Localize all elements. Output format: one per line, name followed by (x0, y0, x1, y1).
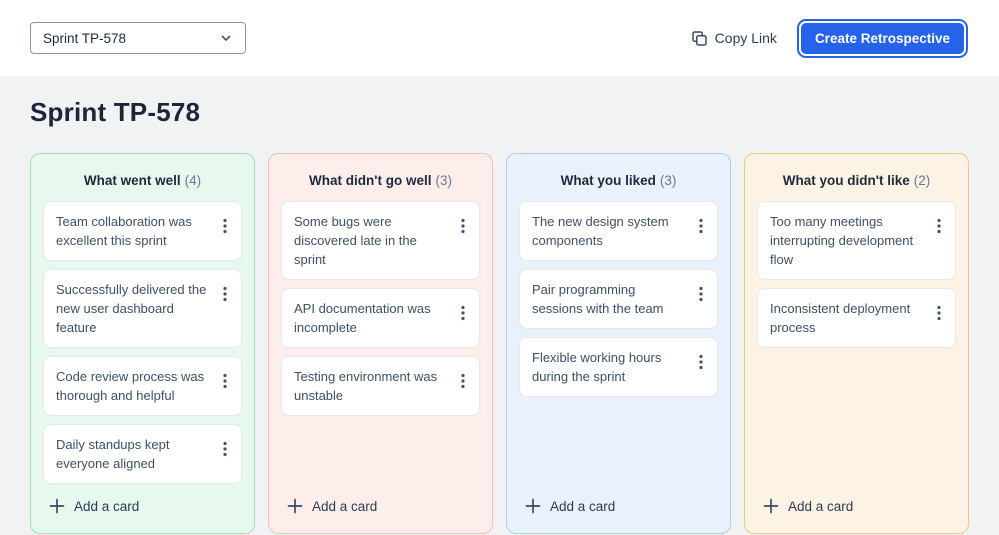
retro-card[interactable]: Too many meetings interrupting developme… (757, 201, 956, 280)
retro-card-text: Some bugs were discovered late in the sp… (294, 214, 417, 267)
retro-card[interactable]: The new design system components (519, 201, 718, 261)
add-card-button[interactable]: Add a card (519, 484, 619, 521)
column-count: (4) (184, 173, 202, 188)
topbar: Sprint TP-578 Copy Link Create Retrospec… (0, 0, 999, 76)
sprint-selector-value: Sprint TP-578 (43, 30, 127, 46)
board-column: What didn't go well (3) Some bugs were di… (268, 153, 493, 534)
create-retrospective-button[interactable]: Create Retrospective (800, 22, 964, 54)
card-menu-button[interactable] (217, 369, 233, 393)
column-header: What you didn't like (2) (757, 166, 956, 201)
kebab-menu-icon (461, 305, 465, 321)
retro-card-text: Pair programming sessions with the team (532, 282, 664, 316)
plus-icon (287, 498, 303, 514)
retro-card[interactable]: API documentation was incomplete (281, 288, 480, 348)
plus-icon (763, 498, 779, 514)
retro-card-text: Flexible working hours during the sprint (532, 350, 662, 384)
card-list: Too many meetings interrupting developme… (757, 201, 956, 348)
retro-card[interactable]: Some bugs were discovered late in the sp… (281, 201, 480, 280)
retro-card-text: Too many meetings interrupting developme… (770, 214, 914, 267)
card-menu-button[interactable] (931, 301, 947, 325)
card-menu-button[interactable] (693, 214, 709, 238)
add-card-button[interactable]: Add a card (281, 484, 381, 521)
retro-card-text: API documentation was incomplete (294, 301, 431, 335)
column-header: What didn't go well (3) (281, 166, 480, 201)
plus-icon (49, 498, 65, 514)
card-menu-button[interactable] (931, 214, 947, 238)
column-count: (2) (913, 173, 931, 188)
kebab-menu-icon (937, 218, 941, 234)
retro-card-text: Daily standups kept everyone aligned (56, 437, 170, 471)
card-menu-button[interactable] (217, 214, 233, 238)
card-list: The new design system components Pair pr… (519, 201, 718, 397)
column-count: (3) (659, 173, 677, 188)
retro-card-text: The new design system components (532, 214, 669, 248)
column-title: What you liked (560, 173, 656, 188)
retro-card[interactable]: Inconsistent deployment process (757, 288, 956, 348)
copy-link-label: Copy Link (714, 30, 777, 46)
retro-card[interactable]: Testing environment was unstable (281, 356, 480, 416)
board-column: What you liked (3) The new design system … (506, 153, 731, 534)
retro-card[interactable]: Flexible working hours during the sprint (519, 337, 718, 397)
retrospective-board: What went well (4) Team collaboration was… (30, 153, 969, 534)
retro-card-text: Inconsistent deployment process (770, 301, 911, 335)
add-card-label: Add a card (74, 498, 140, 514)
card-menu-button[interactable] (455, 369, 471, 393)
kebab-menu-icon (223, 218, 227, 234)
card-list: Team collaboration was excellent this sp… (43, 201, 242, 484)
kebab-menu-icon (461, 373, 465, 389)
add-card-button[interactable]: Add a card (757, 484, 857, 521)
column-header: What you liked (3) (519, 166, 718, 201)
kebab-menu-icon (699, 286, 703, 302)
kebab-menu-icon (223, 286, 227, 302)
kebab-menu-icon (699, 218, 703, 234)
column-header: What went well (4) (43, 166, 242, 201)
board-column: What you didn't like (2) Too many meeting… (744, 153, 969, 534)
card-menu-button[interactable] (693, 350, 709, 374)
main-content: Sprint TP-578 What went well (4) Team col… (0, 76, 999, 535)
card-menu-button[interactable] (455, 214, 471, 238)
retro-card-text: Testing environment was unstable (294, 369, 438, 403)
sprint-selector[interactable]: Sprint TP-578 (30, 22, 246, 54)
column-title: What you didn't like (782, 173, 910, 188)
retro-card[interactable]: Daily standups kept everyone aligned (43, 424, 242, 484)
retro-card[interactable]: Pair programming sessions with the team (519, 269, 718, 329)
column-title: What went well (83, 173, 181, 188)
add-card-button[interactable]: Add a card (43, 484, 143, 521)
kebab-menu-icon (699, 354, 703, 370)
add-card-label: Add a card (550, 498, 616, 514)
plus-icon (525, 498, 541, 514)
retro-card[interactable]: Successfully delivered the new user dash… (43, 269, 242, 348)
card-list: Some bugs were discovered late in the sp… (281, 201, 480, 416)
kebab-menu-icon (461, 218, 465, 234)
copy-icon (691, 30, 708, 47)
page-title: Sprint TP-578 (30, 97, 201, 127)
add-card-label: Add a card (788, 498, 854, 514)
topbar-actions: Copy Link Create Retrospective (691, 22, 968, 54)
copy-link-button[interactable]: Copy Link (691, 30, 777, 47)
retro-card-text: Successfully delivered the new user dash… (56, 282, 207, 335)
retro-card[interactable]: Team collaboration was excellent this sp… (43, 201, 242, 261)
card-menu-button[interactable] (217, 282, 233, 306)
chevron-down-icon (219, 31, 233, 45)
kebab-menu-icon (223, 441, 227, 457)
board-column: What went well (4) Team collaboration was… (30, 153, 255, 534)
card-menu-button[interactable] (217, 437, 233, 461)
retro-card-text: Team collaboration was excellent this sp… (56, 214, 192, 248)
add-card-label: Add a card (312, 498, 378, 514)
column-count: (3) (435, 173, 452, 188)
retro-card-text: Code review process was thorough and hel… (56, 369, 205, 403)
kebab-menu-icon (937, 305, 941, 321)
retro-card[interactable]: Code review process was thorough and hel… (43, 356, 242, 416)
column-title: What didn't go well (309, 173, 432, 188)
card-menu-button[interactable] (455, 301, 471, 325)
card-menu-button[interactable] (693, 282, 709, 306)
kebab-menu-icon (223, 373, 227, 389)
